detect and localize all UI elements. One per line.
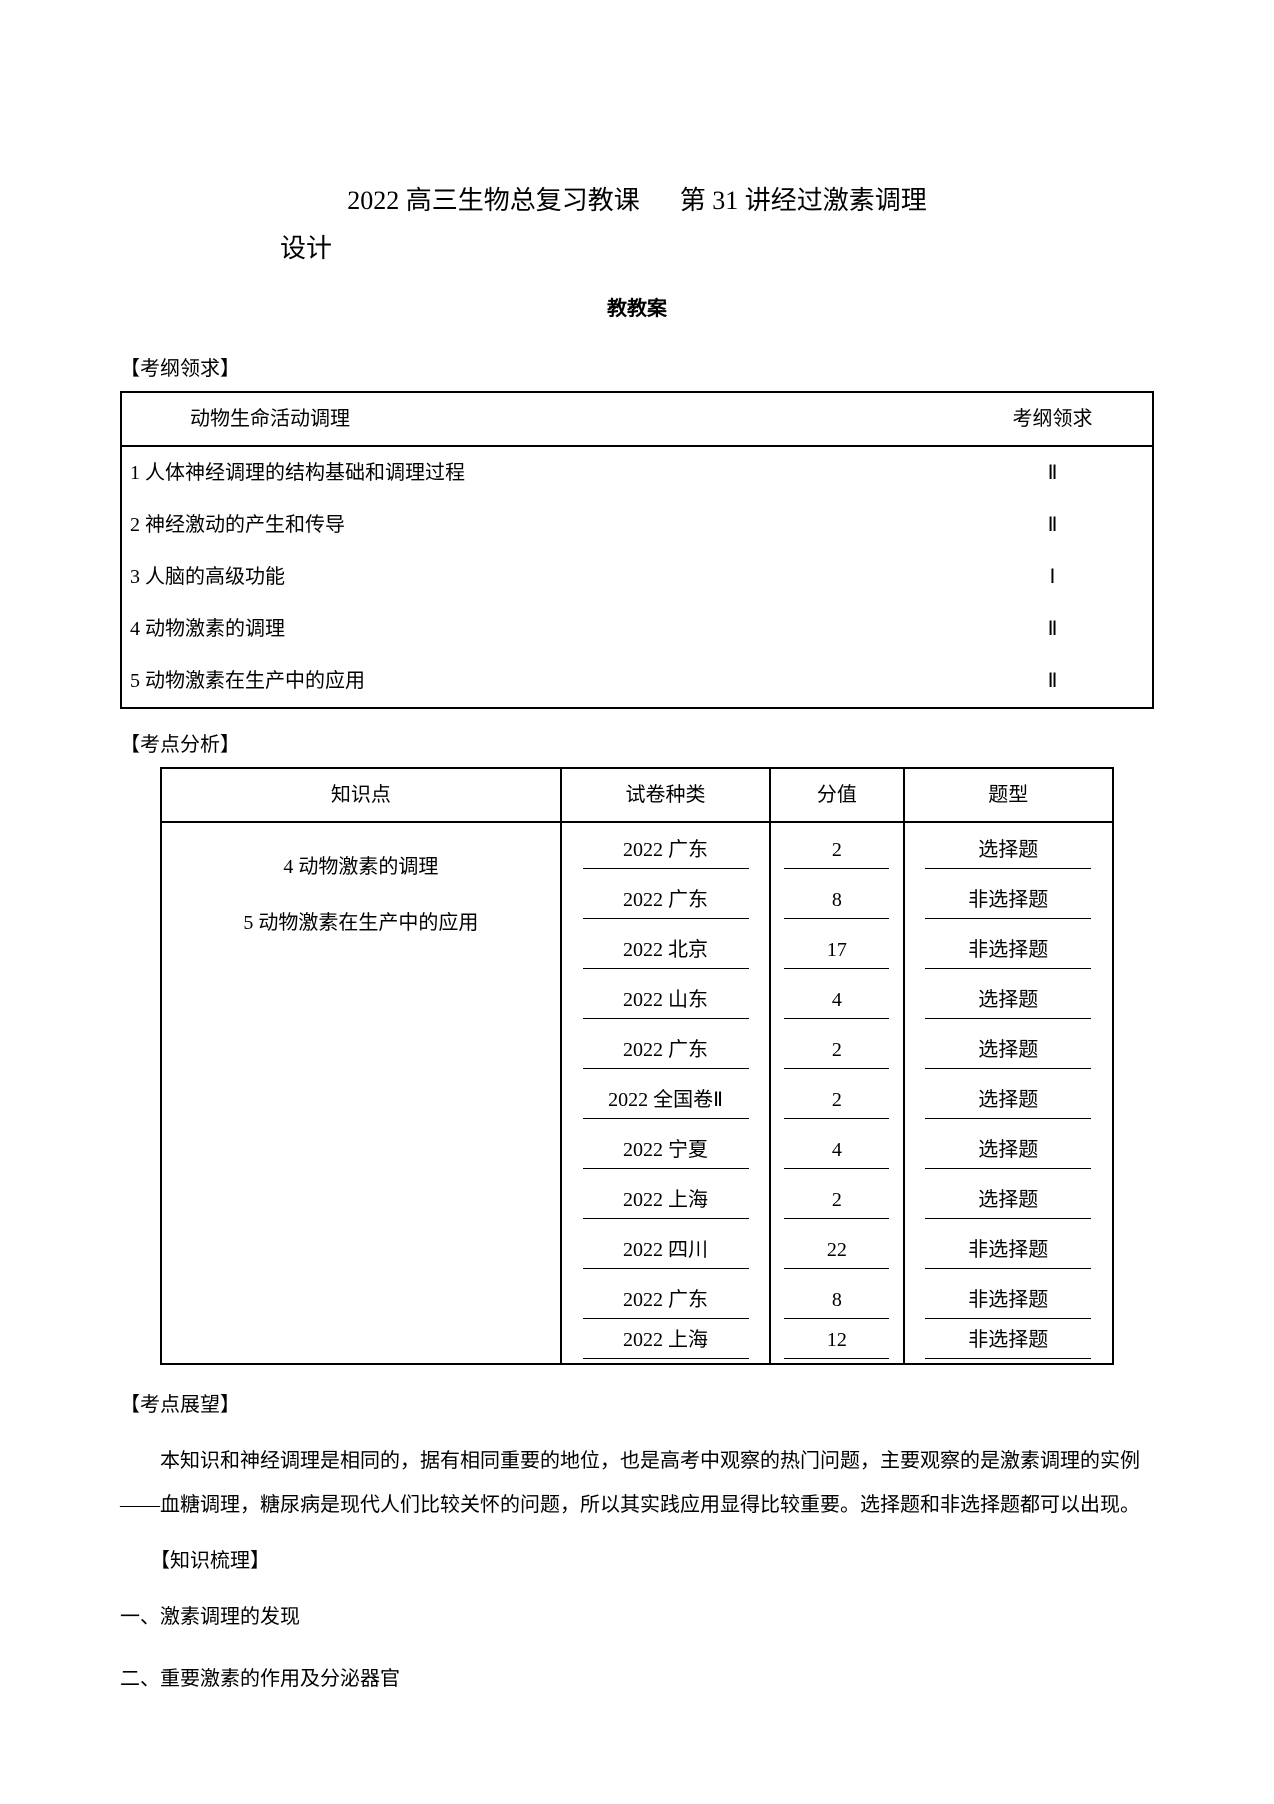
- row-text: 人脑的高级功能: [145, 566, 285, 588]
- page-title: 2022 高三生物总复习教课 第 31 讲经过激素调理: [120, 180, 1154, 222]
- paper-col: 2022 广东 2022 广东 2022 北京 2022 山东 2022 广东 …: [561, 822, 770, 1364]
- analysis-col2: 试卷种类: [561, 768, 770, 822]
- row-level: Ⅱ: [953, 499, 1153, 551]
- outline-2: 二、重要激素的作用及分泌器官: [120, 1657, 1154, 1701]
- table-header-row: 动物生命活动调理 考纲领求: [121, 392, 1153, 446]
- row-num: 2: [130, 514, 140, 536]
- title-part1: 2022 高三生物总复习教课: [347, 180, 640, 222]
- kp-line1: 4 动物激素的调理: [168, 851, 554, 883]
- score: 2: [784, 1034, 889, 1069]
- qtype: 非选择题: [925, 884, 1091, 919]
- kp-line2: 5 动物激素在生产中的应用: [168, 907, 554, 939]
- row-level: Ⅱ: [953, 603, 1153, 655]
- analysis-col1: 知识点: [161, 768, 561, 822]
- row-num: 5: [130, 670, 140, 692]
- paper-name: 2022 广东: [583, 1034, 749, 1069]
- score: 2: [784, 1084, 889, 1119]
- knowledge-point-cell: 4 动物激素的调理 5 动物激素在生产中的应用: [161, 822, 561, 1364]
- paper-name: 2022 广东: [583, 884, 749, 919]
- section3-paragraph: 本知识和神经调理是相同的，据有相同重要的地位，也是高考中观察的热门问题，主要观察…: [120, 1439, 1154, 1527]
- table-row: 1 人体神经调理的结构基础和调理过程 Ⅱ: [121, 446, 1153, 499]
- syllabus-col1: 动物生命活动调理: [121, 392, 953, 446]
- analysis-col3: 分值: [770, 768, 903, 822]
- score: 17: [784, 934, 889, 969]
- score: 12: [784, 1324, 889, 1359]
- paper-name: 2022 全国卷Ⅱ: [583, 1084, 749, 1119]
- row-num: 4: [130, 618, 140, 640]
- paper-name: 2022 山东: [583, 984, 749, 1019]
- score-col: 2 8 17 4 2 2 4 2 22 8 12: [770, 822, 903, 1364]
- title-part2: 第 31 讲经过激素调理: [680, 180, 927, 222]
- score: 22: [784, 1234, 889, 1269]
- qtype: 选择题: [925, 834, 1091, 869]
- row-text: 动物激素的调理: [145, 618, 285, 640]
- paper-name: 2022 四川: [583, 1234, 749, 1269]
- analysis-table: 知识点 试卷种类 分值 题型 4 动物激素的调理 5 动物激素在生产中的应用 2…: [160, 767, 1114, 1365]
- type-col: 选择题 非选择题 非选择题 选择题 选择题 选择题 选择题 选择题 非选择题 非…: [904, 822, 1113, 1364]
- table-row: 2 神经激动的产生和传导 Ⅱ: [121, 499, 1153, 551]
- row-level: Ⅱ: [953, 446, 1153, 499]
- outline-1: 一、激素调理的发现: [120, 1595, 1154, 1639]
- table-row: 3 人脑的高级功能 Ⅰ: [121, 551, 1153, 603]
- analysis-col4: 题型: [904, 768, 1113, 822]
- paper-name: 2022 北京: [583, 934, 749, 969]
- score: 8: [784, 1284, 889, 1319]
- table-header-row: 知识点 试卷种类 分值 题型: [161, 768, 1113, 822]
- section2-heading: 【考点分析】: [120, 729, 1154, 761]
- qtype: 选择题: [925, 1134, 1091, 1169]
- score: 8: [784, 884, 889, 919]
- syllabus-table: 动物生命活动调理 考纲领求 1 人体神经调理的结构基础和调理过程 Ⅱ 2 神经激…: [120, 391, 1154, 709]
- paper-name: 2022 宁夏: [583, 1134, 749, 1169]
- section3-heading: 【考点展望】: [120, 1389, 1154, 1421]
- subtitle: 教教案: [120, 293, 1154, 325]
- score: 4: [784, 1134, 889, 1169]
- table-row: 4 动物激素的调理 Ⅱ: [121, 603, 1153, 655]
- qtype: 选择题: [925, 1184, 1091, 1219]
- title-part3: 设计: [280, 228, 1154, 270]
- qtype: 非选择题: [925, 934, 1091, 969]
- table-row: 4 动物激素的调理 5 动物激素在生产中的应用 2022 广东 2022 广东 …: [161, 822, 1113, 1364]
- row-text: 人体神经调理的结构基础和调理过程: [145, 462, 465, 484]
- section1-heading: 【考纲领求】: [120, 353, 1154, 385]
- paper-name: 2022 广东: [583, 1284, 749, 1319]
- qtype: 选择题: [925, 1034, 1091, 1069]
- score: 4: [784, 984, 889, 1019]
- row-num: 1: [130, 462, 140, 484]
- score: 2: [784, 1184, 889, 1219]
- row-level: Ⅱ: [953, 655, 1153, 708]
- paper-name: 2022 上海: [583, 1324, 749, 1359]
- syllabus-col2: 考纲领求: [953, 392, 1153, 446]
- qtype: 非选择题: [925, 1284, 1091, 1319]
- qtype: 非选择题: [925, 1324, 1091, 1359]
- row-level: Ⅰ: [953, 551, 1153, 603]
- row-text: 动物激素在生产中的应用: [145, 670, 365, 692]
- score: 2: [784, 834, 889, 869]
- paper-name: 2022 广东: [583, 834, 749, 869]
- qtype: 选择题: [925, 1084, 1091, 1119]
- table-row: 5 动物激素在生产中的应用 Ⅱ: [121, 655, 1153, 708]
- row-num: 3: [130, 566, 140, 588]
- section4-heading: 【知识梳理】: [120, 1545, 1154, 1577]
- qtype: 选择题: [925, 984, 1091, 1019]
- paper-name: 2022 上海: [583, 1184, 749, 1219]
- qtype: 非选择题: [925, 1234, 1091, 1269]
- row-text: 神经激动的产生和传导: [145, 514, 345, 536]
